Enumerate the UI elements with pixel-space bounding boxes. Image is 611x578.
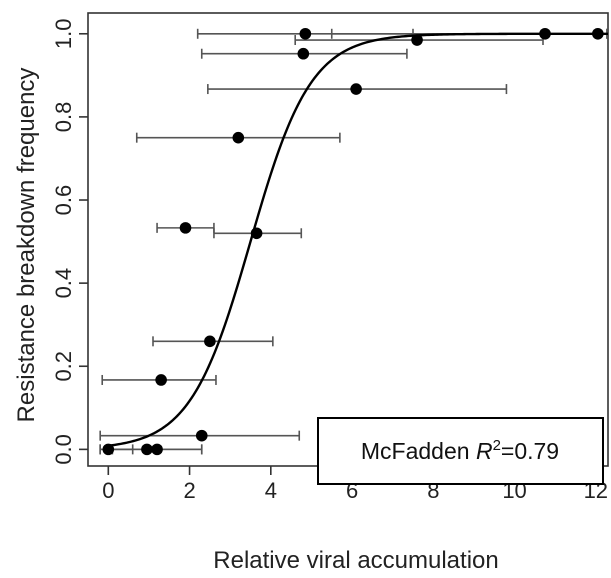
x-axis-title: Relative viral accumulation bbox=[213, 547, 498, 574]
data-points bbox=[102, 27, 604, 456]
plot-frame bbox=[87, 12, 609, 467]
data-point-4 bbox=[155, 374, 167, 386]
data-point-10 bbox=[297, 47, 310, 60]
x-tick-label-2: 4 bbox=[265, 478, 277, 503]
annotation-prefix: McFadden bbox=[361, 438, 476, 464]
data-point-14 bbox=[592, 27, 604, 40]
annotation-suffix: =0.79 bbox=[501, 438, 559, 464]
y-tick-label-3: 0.6 bbox=[51, 185, 76, 216]
data-point-6 bbox=[179, 222, 192, 234]
mcfadden-annotation: McFadden R2=0.79 bbox=[361, 437, 559, 464]
y-tick-label-2: 0.4 bbox=[51, 268, 76, 299]
data-point-8 bbox=[232, 131, 245, 144]
annotation-symbol: R bbox=[476, 438, 493, 464]
y-tick-label-5: 1.0 bbox=[51, 18, 76, 49]
data-point-12 bbox=[411, 34, 423, 46]
x-tick-label-0: 0 bbox=[102, 478, 114, 503]
data-point-11 bbox=[299, 27, 312, 40]
y-axis: 0.0 0.2 0.4 0.6 0.8 1.0 bbox=[51, 18, 88, 465]
annotation-superscript: 2 bbox=[493, 437, 501, 454]
y-tick-label-1: 0.2 bbox=[51, 351, 76, 382]
annotation-box: McFadden R2=0.79 bbox=[317, 417, 604, 485]
data-point-13 bbox=[539, 27, 551, 40]
y-axis-title: Resistance breakdown frequency bbox=[13, 68, 40, 423]
data-point-2 bbox=[151, 443, 163, 456]
y-tick-label-0: 0.0 bbox=[51, 434, 76, 465]
data-point-5 bbox=[204, 335, 216, 348]
fit-curve bbox=[108, 32, 608, 447]
x-tick-label-1: 2 bbox=[183, 478, 195, 503]
plot-area bbox=[87, 12, 609, 467]
data-point-3 bbox=[195, 429, 208, 442]
data-point-7 bbox=[250, 227, 263, 240]
y-tick-label-4: 0.8 bbox=[51, 102, 76, 133]
data-point-1 bbox=[141, 443, 153, 456]
data-point-0 bbox=[102, 443, 115, 456]
data-point-9 bbox=[350, 83, 362, 95]
